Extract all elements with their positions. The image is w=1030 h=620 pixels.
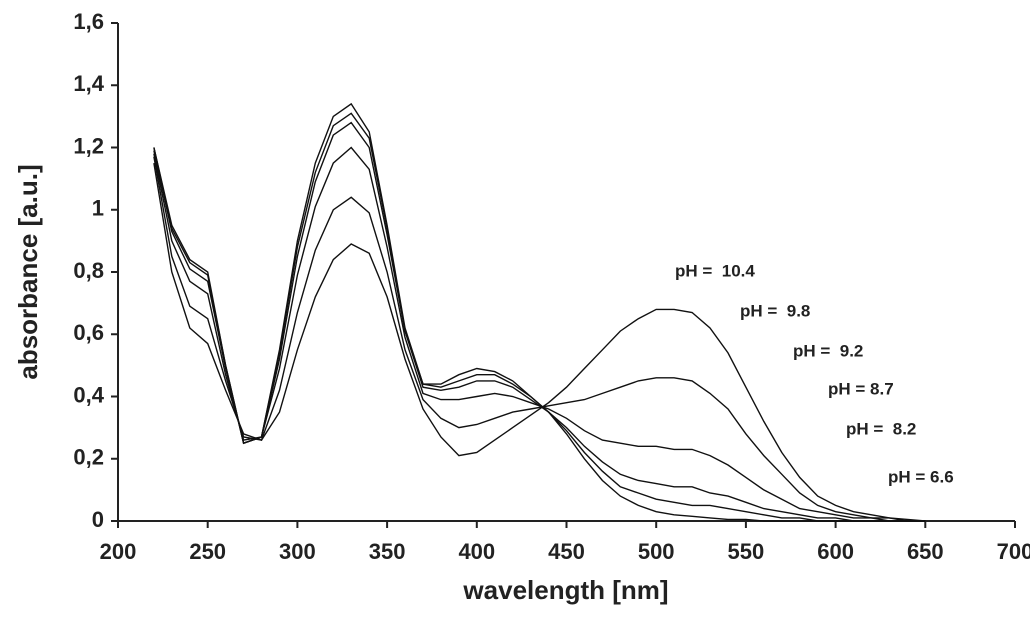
series-line: [153, 162, 926, 522]
series-label: pH = 9.8: [740, 301, 810, 320]
y-tick-label: 0,8: [73, 258, 104, 283]
y-tick-label: 1,2: [73, 133, 104, 158]
y-tick-label: 1,6: [73, 9, 104, 34]
y-tick-label: 1: [92, 196, 104, 221]
series-label: pH = 8.2: [846, 419, 916, 438]
series-line: [153, 102, 926, 522]
series-line: [153, 121, 926, 522]
x-tick-label: 450: [548, 539, 585, 564]
series-line: [153, 146, 926, 522]
x-tick-label: 650: [907, 539, 944, 564]
y-axis-title: absorbance [a.u.]: [13, 164, 43, 379]
x-tick-label: 400: [458, 539, 495, 564]
x-tick-label: 250: [189, 539, 226, 564]
y-tick-label: 0: [92, 507, 104, 532]
x-tick-label: 550: [728, 539, 765, 564]
x-axis-title: wavelength [nm]: [462, 575, 668, 605]
x-tick-label: 200: [100, 539, 137, 564]
series-label: pH = 8.7: [828, 379, 894, 398]
y-tick-label: 0,2: [73, 445, 104, 470]
x-tick-label: 500: [638, 539, 675, 564]
series-label: pH = 9.2: [793, 341, 863, 360]
x-tick-label: 600: [817, 539, 854, 564]
x-tick-label: 300: [279, 539, 316, 564]
x-tick-label: 350: [369, 539, 406, 564]
y-tick-label: 1,4: [73, 71, 104, 96]
y-tick-label: 0,4: [73, 382, 104, 407]
series-label: pH = 6.6: [888, 467, 954, 486]
series-line: [153, 156, 926, 522]
x-tick-label: 700: [997, 539, 1030, 564]
y-tick-label: 0,6: [73, 320, 104, 345]
series-label: pH = 10.4: [675, 261, 755, 280]
